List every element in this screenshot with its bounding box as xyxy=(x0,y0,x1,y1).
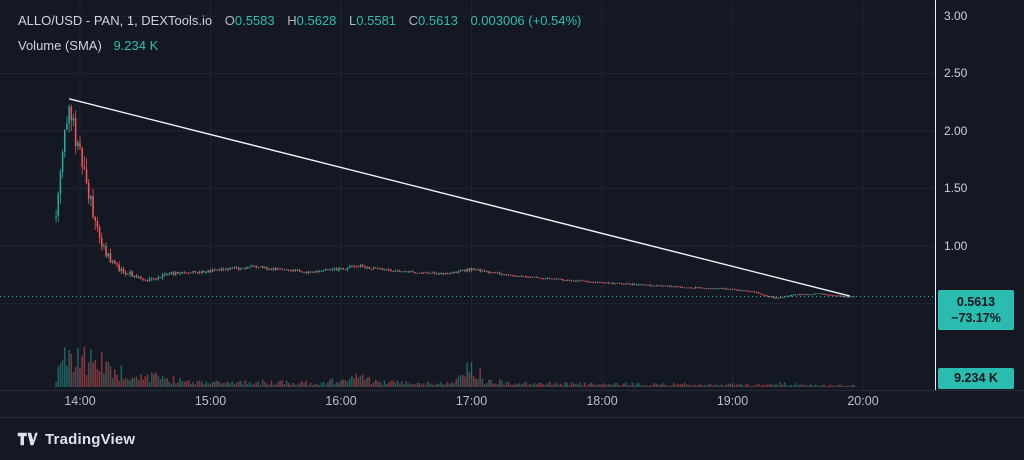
open-value: 0.5583 xyxy=(234,13,275,28)
high-value: 0.5628 xyxy=(296,13,337,28)
open-label: O xyxy=(224,13,235,28)
volume-indicator-label: Volume (SMA) xyxy=(18,38,102,53)
price-tick: 1.50 xyxy=(944,181,968,195)
volume-legend-row[interactable]: Volume (SMA) 9.234 K xyxy=(18,38,581,54)
chart-legend: ALLO/USD - PAN, 1, DEXTools.io O0.5583 H… xyxy=(18,13,581,54)
bottom-toolbar: TradingView xyxy=(0,417,1024,460)
low-value: 0.5581 xyxy=(356,13,397,28)
symbol-title: ALLO/USD - PAN, 1, DEXTools.io xyxy=(18,13,213,28)
session-change-pct: −73.17% xyxy=(951,311,1001,325)
price-tick: 1.00 xyxy=(944,239,968,253)
change-value: 0.003006 (+0.54%) xyxy=(470,13,582,28)
high-label: H xyxy=(287,13,297,28)
price-tick: 2.00 xyxy=(944,124,968,138)
time-tick: 16:00 xyxy=(325,394,357,408)
last-price-value: 0.5613 xyxy=(956,295,996,309)
close-value: 0.5613 xyxy=(418,13,458,28)
time-tick: 15:00 xyxy=(194,394,227,408)
low-label: L xyxy=(349,13,357,28)
last-price-badge: 0.5613 −73.17% xyxy=(938,290,1014,330)
price-tick: 2.50 xyxy=(944,66,968,80)
tradingview-wordmark[interactable]: TradingView xyxy=(45,430,136,448)
volume-indicator-value: 9.234 K xyxy=(113,38,159,53)
volume-badge-value: 9.234 K xyxy=(954,371,998,385)
time-tick: 17:00 xyxy=(455,394,488,408)
price-tick: 3.00 xyxy=(944,9,968,23)
time-tick: 14:00 xyxy=(64,394,96,408)
volume-badge: 9.234 K xyxy=(938,368,1014,389)
tradingview-logo-icon[interactable] xyxy=(17,430,38,448)
time-tick: 18:00 xyxy=(586,394,618,408)
time-tick: 20:00 xyxy=(847,394,879,408)
time-tick: 19:00 xyxy=(716,394,749,408)
symbol-legend-row[interactable]: ALLO/USD - PAN, 1, DEXTools.io O0.5583 H… xyxy=(18,13,581,29)
close-label: C xyxy=(408,13,419,28)
